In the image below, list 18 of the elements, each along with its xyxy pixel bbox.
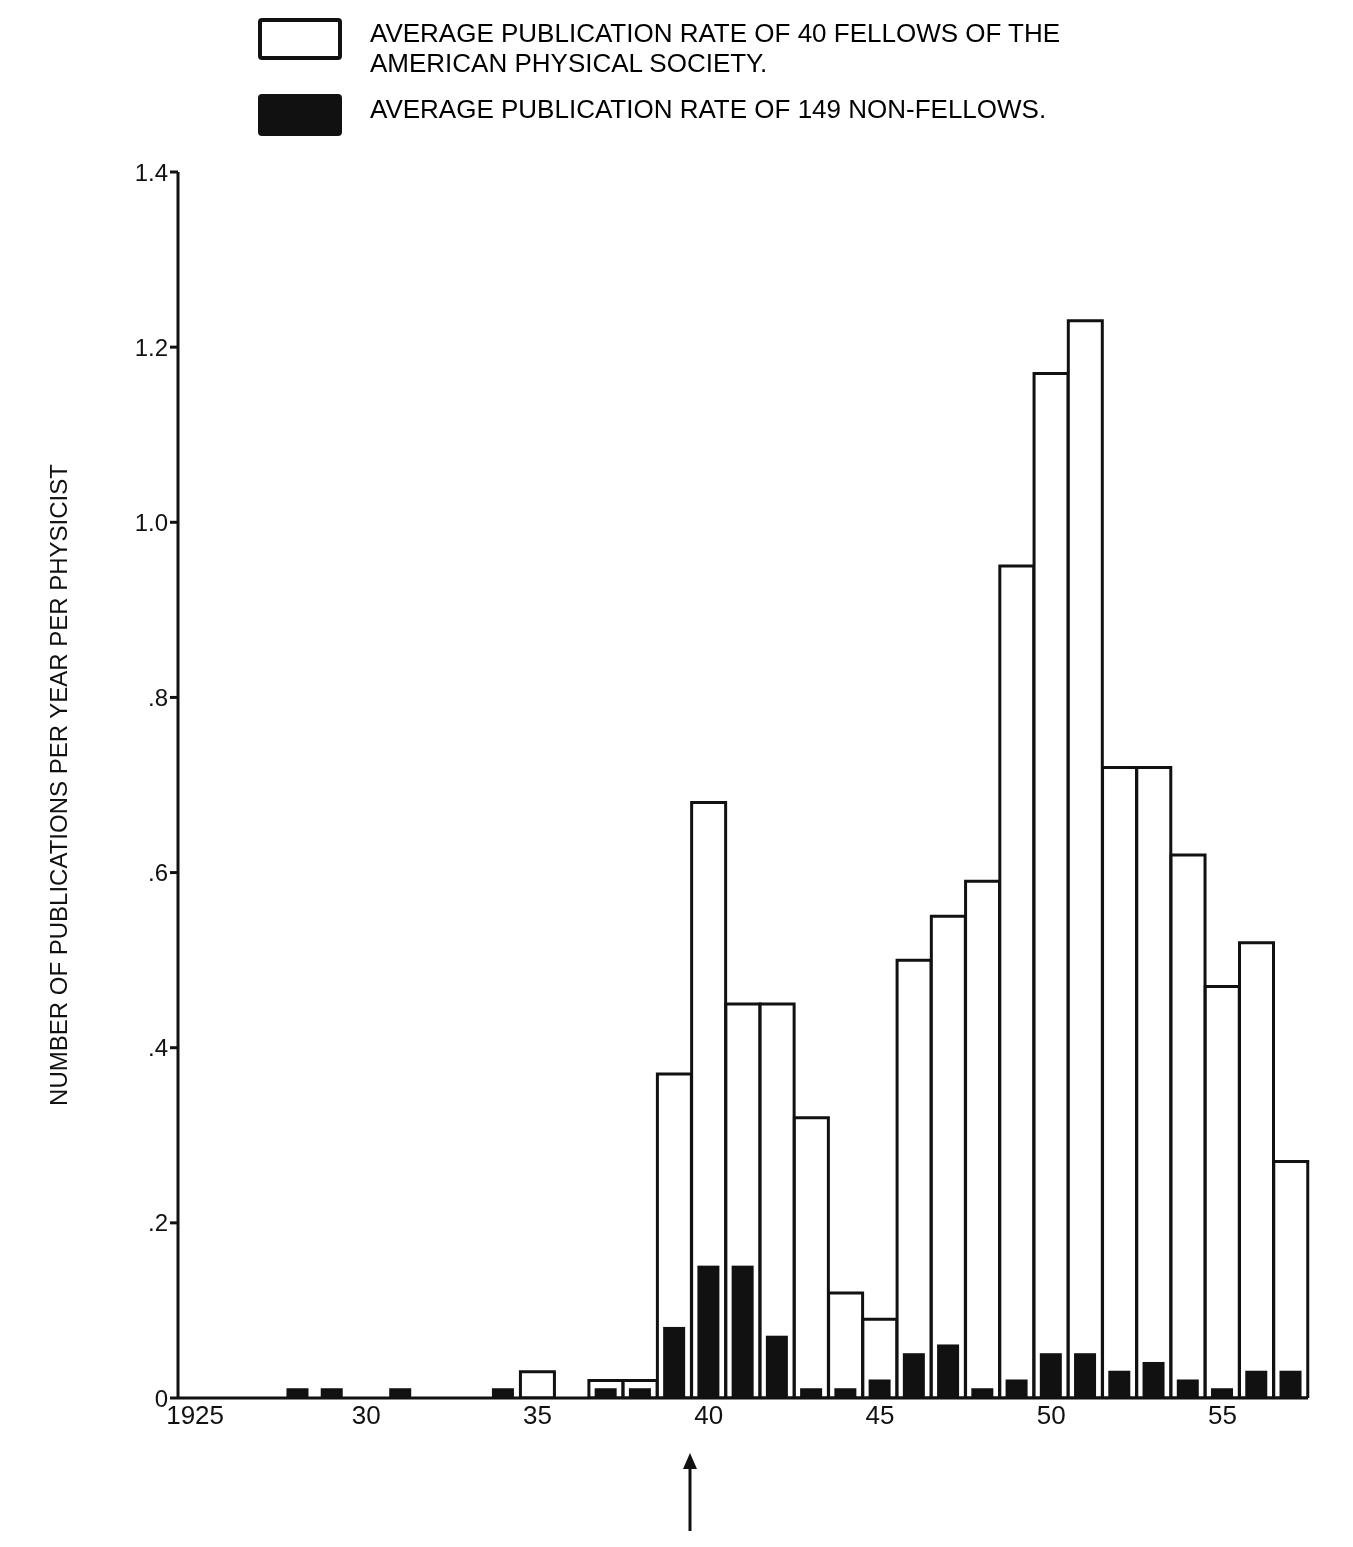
y-axis-title: NUMBER OF PUBLICATIONS PER YEAR PER PHYSICIST (44, 463, 72, 1106)
y-tick-label: .4 (147, 1034, 168, 1062)
y-tick-label: 0 (154, 1384, 168, 1412)
y-tick-label: 1.0 (134, 508, 168, 536)
legend-label: AVERAGE PUBLICATION RATE OF 149 NON-FELLOWS. (370, 94, 1047, 124)
x-tick-label: 45 (865, 1400, 895, 1431)
y-tick-label: 1.4 (134, 158, 168, 186)
x-tick-label: 35 (523, 1400, 553, 1431)
legend-label: AVERAGE PUBLICATION RATE OF 40 FELLOWS OF THE AMERICAN PHYSICAL SOCIETY. (370, 18, 1062, 78)
y-tick-label: 1.2 (134, 333, 168, 361)
x-tick-label: 1925 (166, 1400, 225, 1431)
x-tick-label: 30 (351, 1400, 381, 1431)
x-tick-label: 55 (1207, 1400, 1237, 1431)
x-tick-label: 40 (694, 1400, 724, 1431)
x-tick-label: 50 (1036, 1400, 1066, 1431)
y-tick-label: .2 (147, 1209, 168, 1237)
y-tick-label: .6 (147, 859, 168, 887)
y-tick-label: .8 (147, 683, 168, 711)
